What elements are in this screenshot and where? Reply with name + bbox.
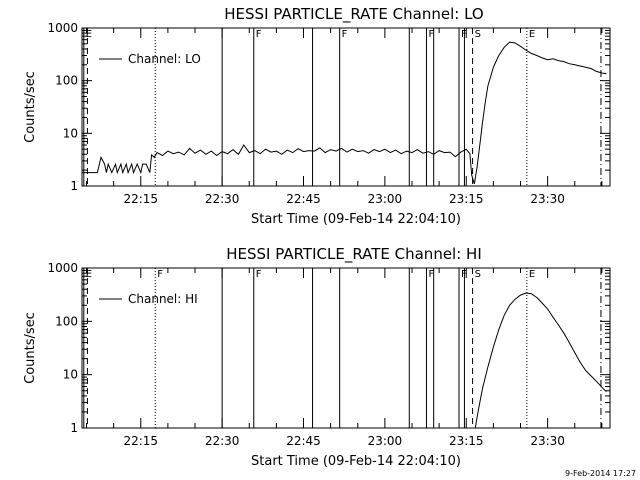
chart-panel-lo: HESSI PARTICLE_RATE Channel: LOE F F F F S E11… (23, 5, 611, 227)
chart-title: HESSI PARTICLE_RATE Channel: HI (226, 245, 482, 264)
legend-entry: Channel: LO (128, 52, 201, 66)
x-tick-label: 22:45 (286, 434, 321, 448)
x-tick-label: 23:30 (530, 434, 565, 448)
chart-title: HESSI PARTICLE_RATE Channel: LO (224, 5, 483, 24)
event-marker-label: E (86, 269, 92, 280)
event-marker-label: E (86, 29, 92, 40)
x-tick-label: 23:15 (449, 434, 484, 448)
x-tick-label: 23:00 (368, 192, 403, 206)
x-tick-label: 23:15 (449, 192, 484, 206)
event-marker-label: E (529, 269, 535, 280)
event-marker-label: S (475, 29, 481, 40)
y-tick-label: 1 (70, 421, 78, 435)
plot-frame (81, 267, 611, 429)
x-tick-label: 22:30 (205, 434, 240, 448)
y-tick-label: 100 (55, 74, 78, 88)
x-axis-label: Start Time (09-Feb-14 22:04:10) (251, 454, 461, 469)
event-marker-label: F (428, 269, 434, 280)
y-tick-label: 100 (55, 314, 78, 328)
x-tick-label: 23:30 (530, 192, 565, 206)
x-tick-label: 23:00 (368, 434, 403, 448)
y-tick-label: 1000 (47, 261, 78, 275)
event-marker-label: E (529, 29, 535, 40)
event-marker-label: F (256, 29, 262, 40)
plot-frame (81, 27, 611, 187)
x-tick-label: 22:15 (123, 192, 158, 206)
series-line (474, 292, 607, 429)
y-axis-label: Counts/sec (23, 71, 38, 143)
x-tick-label: 22:30 (205, 192, 240, 206)
footer-timestamp: 9-Feb-2014 17:27 (565, 469, 636, 478)
event-marker-label: F (428, 29, 434, 40)
legend-entry: Channel: HI (128, 292, 198, 306)
y-tick-label: 10 (63, 368, 78, 382)
chart-panel-hi: HESSI PARTICLE_RATE Channel: HIE F F F F S E11… (23, 245, 611, 469)
x-tick-label: 22:45 (286, 192, 321, 206)
series-line (82, 41, 607, 184)
event-marker-label: F (256, 269, 262, 280)
y-axis-label: Counts/sec (23, 312, 38, 384)
y-tick-label: 1 (70, 179, 78, 193)
y-tick-label: 10 (63, 126, 78, 140)
x-axis-label: Start Time (09-Feb-14 22:04:10) (251, 212, 461, 227)
event-marker-label: S (475, 269, 481, 280)
x-tick-label: 22:15 (123, 434, 158, 448)
y-tick-label: 1000 (47, 21, 78, 35)
event-marker-label: F (157, 269, 163, 280)
event-marker-label: F (342, 29, 348, 40)
